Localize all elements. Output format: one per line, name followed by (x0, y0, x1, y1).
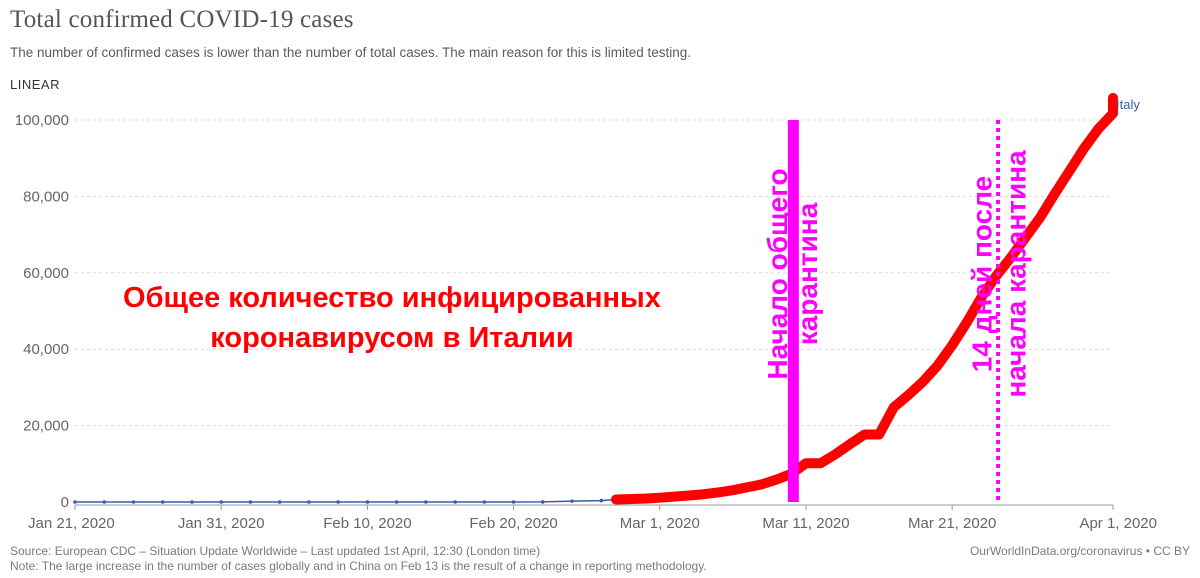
series-point (131, 500, 136, 504)
y-tick-label: 60,000 (23, 265, 69, 282)
y-tick-label: 40,000 (23, 341, 69, 358)
series-point (570, 499, 574, 503)
marker-label: Начало общего (762, 168, 793, 379)
y-tick-label: 0 (61, 494, 69, 511)
y-axis-tick-labels: 0 20,000 40,000 60,000 80,000 100,000 (15, 112, 69, 511)
series-point (365, 500, 370, 504)
x-axis-tick-labels: Jan 21, 2020 Jan 31, 2020 Feb 10, 2020 Feb … (28, 515, 1157, 532)
annotation-text: коронавирусом в Италии (210, 322, 573, 354)
series-point (73, 500, 77, 504)
marker-label: начала карантина (1000, 150, 1031, 398)
series-point (482, 500, 487, 504)
source-note: Source: European CDC – Situation Update … (10, 544, 541, 558)
x-tick-label: Apr 1, 2020 (1079, 515, 1157, 532)
x-tick-label: Jan 31, 2020 (178, 515, 265, 532)
x-tick-label: Jan 21, 2020 (28, 515, 115, 532)
series-point (599, 498, 604, 503)
grid-lines (75, 119, 1113, 427)
y-tick-label: 80,000 (23, 188, 69, 205)
series-point (394, 500, 399, 504)
series-point (219, 500, 223, 504)
x-tick-label: Mar 1, 2020 (620, 515, 700, 532)
methodology-note: Note: The large increase in the number o… (10, 559, 707, 573)
x-tick-label: Feb 20, 2020 (469, 515, 557, 532)
chart-title: Total confirmed COVID-19 cases (10, 6, 354, 33)
series-point (424, 500, 428, 504)
series-point (102, 500, 107, 504)
y-tick-label: 100,000 (15, 112, 69, 129)
x-tick-label: Mar 11, 2020 (762, 515, 849, 532)
annotation-text: Общее количество инфицированных (123, 282, 661, 314)
series-point (453, 500, 457, 504)
x-tick-label: Mar 21, 2020 (908, 515, 996, 532)
series-label-italy: Italy (1116, 97, 1140, 112)
x-axis (74, 504, 1114, 510)
highlight-line (610, 92, 1118, 505)
marker-label: 14 дней после (966, 176, 997, 372)
quarantine-markers: Начало общего карантина 14 дней после начал… (762, 120, 1031, 502)
series-point (336, 500, 340, 504)
scale-toggle[interactable]: LINEAR (10, 77, 60, 92)
series-point (248, 500, 253, 504)
credit-link[interactable]: OurWorldInData.org/coronavirus • CC BY (969, 544, 1190, 558)
annotations: Общее количество инфицированных коронавир… (123, 282, 661, 354)
series-point (511, 500, 516, 504)
x-tick-label: Feb 10, 2020 (323, 515, 411, 532)
series-point (541, 500, 545, 504)
series-point (190, 500, 194, 504)
series-line-italy (75, 498, 616, 503)
series-point (160, 500, 165, 504)
marker-label: карантина (792, 202, 823, 345)
series-lines: Italy (73, 92, 1140, 505)
series-point (307, 500, 311, 504)
chart-subtitle: The number of confirmed cases is lower t… (10, 45, 692, 60)
y-tick-label: 20,000 (23, 418, 69, 435)
series-point (277, 500, 282, 504)
